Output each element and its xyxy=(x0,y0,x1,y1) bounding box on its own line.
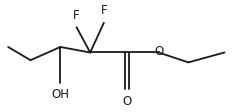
Text: O: O xyxy=(122,95,132,108)
Text: O: O xyxy=(154,45,163,58)
Text: OH: OH xyxy=(51,88,69,101)
Text: F: F xyxy=(100,4,107,17)
Text: F: F xyxy=(73,9,80,22)
